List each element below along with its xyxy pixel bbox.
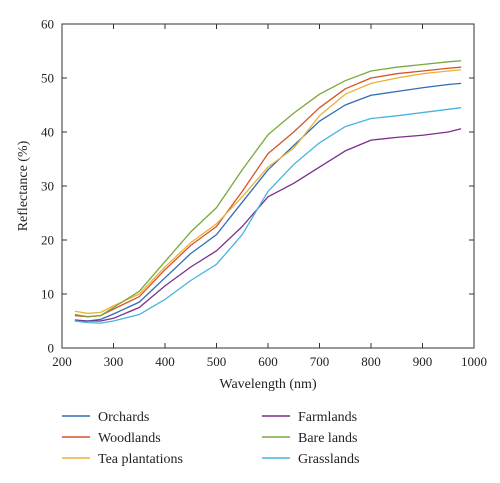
x-tick-label: 600 xyxy=(258,354,278,369)
x-axis-label: Wavelength (nm) xyxy=(219,377,317,392)
y-tick-label: 40 xyxy=(41,125,54,140)
y-tick-label: 60 xyxy=(41,17,54,32)
series-lines xyxy=(74,60,462,324)
series-line-bare-lands xyxy=(74,60,462,318)
x-tick-label: 1000 xyxy=(461,354,487,369)
y-tick-label: 20 xyxy=(41,233,54,248)
series-line-woodlands xyxy=(74,66,462,318)
x-tick-label: 200 xyxy=(52,354,72,369)
y-axis-label: Reflectance (%) xyxy=(16,140,31,231)
legend-label: Orchards xyxy=(98,410,149,425)
x-tick-label: 900 xyxy=(413,354,433,369)
series-line-grasslands xyxy=(74,107,462,324)
series-line-orchards xyxy=(74,82,462,322)
legend: Orchards Woodlands Tea plantations Farmland… xyxy=(62,410,359,467)
y-tick-label: 50 xyxy=(41,71,54,86)
plot-area xyxy=(62,24,474,348)
series-line-tea-plantations xyxy=(74,69,462,315)
x-tick-label: 800 xyxy=(361,354,381,369)
legend-label: Farmlands xyxy=(298,410,357,425)
y-tick-label: 10 xyxy=(41,287,54,302)
plot-background xyxy=(62,24,474,348)
y-tick-label: 0 xyxy=(48,341,55,356)
x-tick-label: 400 xyxy=(155,354,175,369)
legend-label: Bare lands xyxy=(298,431,357,446)
x-tick-label: 700 xyxy=(310,354,330,369)
series-line-farmlands xyxy=(74,128,462,322)
legend-label: Woodlands xyxy=(98,431,161,446)
y-tick-label: 30 xyxy=(41,179,54,194)
x-tick-label: 300 xyxy=(104,354,124,369)
legend-label: Tea plantations xyxy=(98,452,183,467)
x-tick-label: 500 xyxy=(207,354,227,369)
axes: 200 300 400 500 600 700 800 900 1000 0 10 20 30 40 50 6… xyxy=(41,17,487,370)
legend-label: Grasslands xyxy=(298,452,359,467)
